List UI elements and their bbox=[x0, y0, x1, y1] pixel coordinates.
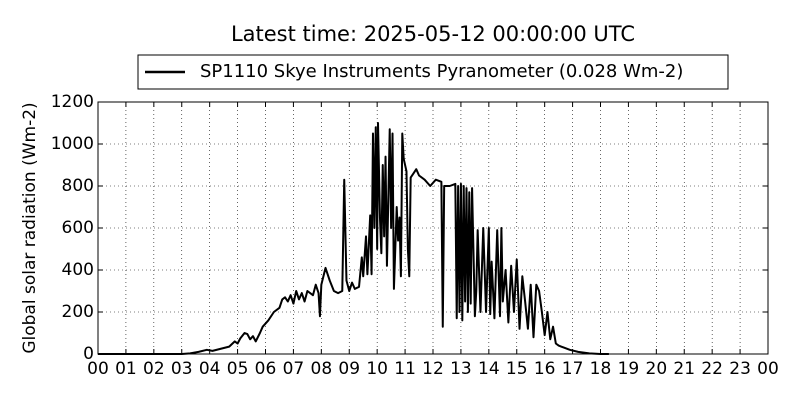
chart-title: Latest time: 2025-05-12 00:00:00 UTC bbox=[231, 22, 635, 46]
x-tick-label: 22 bbox=[701, 359, 723, 379]
legend-box bbox=[137, 54, 729, 90]
y-tick-label: 1200 bbox=[51, 92, 94, 112]
x-tick-label: 04 bbox=[199, 359, 221, 379]
x-tick-label: 21 bbox=[673, 359, 695, 379]
x-tick-label: 20 bbox=[646, 359, 668, 379]
x-tick-label: 13 bbox=[450, 359, 472, 379]
x-tick-label: 16 bbox=[534, 359, 556, 379]
x-tick-label: 03 bbox=[171, 359, 193, 379]
x-tick-label: 12 bbox=[422, 359, 444, 379]
y-tick-label: 0 bbox=[83, 344, 94, 364]
y-tick-label: 1000 bbox=[51, 134, 94, 154]
y-tick-label: 600 bbox=[62, 218, 94, 238]
x-tick-label: 05 bbox=[227, 359, 249, 379]
y-axis-label: Global solar radiation (Wm-2) bbox=[20, 102, 40, 353]
x-tick-label: 15 bbox=[506, 359, 528, 379]
x-tick-label: 08 bbox=[311, 359, 333, 379]
x-tick-label: 01 bbox=[115, 359, 137, 379]
x-tick-label: 11 bbox=[394, 359, 416, 379]
x-tick-label: 18 bbox=[590, 359, 612, 379]
x-tick-label: 19 bbox=[618, 359, 640, 379]
plot-area bbox=[97, 101, 769, 355]
x-tick-label: 00 bbox=[757, 359, 779, 379]
y-tick-label: 400 bbox=[62, 260, 94, 280]
x-tick-label: 07 bbox=[283, 359, 305, 379]
legend: SP1110 Skye Instruments Pyranometer (0.0… bbox=[137, 54, 729, 90]
x-tick-label: 23 bbox=[729, 359, 751, 379]
data-line bbox=[98, 122, 609, 355]
x-tick-label: 02 bbox=[143, 359, 165, 379]
x-tick-label: 17 bbox=[562, 359, 584, 379]
y-tick-label: 800 bbox=[62, 176, 94, 196]
x-tick-label: 14 bbox=[478, 359, 500, 379]
legend-label: SP1110 Skye Instruments Pyranometer (0.0… bbox=[200, 61, 683, 82]
y-tick-label: 200 bbox=[62, 302, 94, 322]
x-tick-label: 06 bbox=[255, 359, 277, 379]
x-tick-label: 10 bbox=[366, 359, 388, 379]
x-tick-label: 00 bbox=[87, 359, 109, 379]
x-tick-label: 09 bbox=[338, 359, 360, 379]
